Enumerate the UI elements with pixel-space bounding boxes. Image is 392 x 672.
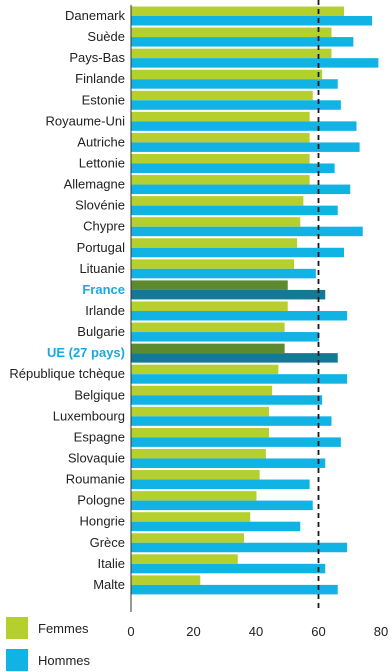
category-label-autriche: Autriche — [77, 134, 125, 149]
legend-swatch-femmes — [6, 617, 28, 639]
category-label-italie: Italie — [98, 556, 125, 571]
bar-femmes-ue-27-pays — [131, 343, 285, 354]
bar-hommes-finlande — [131, 79, 338, 89]
bar-hommes-slovaquie — [131, 458, 326, 468]
bar-femmes-slovaquie — [131, 448, 266, 459]
category-label-france: France — [82, 282, 125, 297]
bar-femmes-suede — [131, 27, 332, 38]
bar-hommes-pays-bas — [131, 58, 379, 68]
category-label-lituanie: Lituanie — [79, 261, 125, 276]
bar-femmes-finlande — [131, 69, 323, 80]
category-label-ue-27-pays: UE (27 pays) — [47, 345, 125, 360]
bar-femmes-malte — [131, 575, 201, 585]
bar-femmes-grece — [131, 533, 244, 543]
bar-femmes-danemark — [131, 6, 344, 16]
bar-femmes-luxembourg — [131, 406, 269, 417]
category-label-irlande: Irlande — [85, 303, 125, 318]
category-label-roumanie: Roumanie — [66, 472, 125, 487]
bar-femmes-hongrie — [131, 512, 251, 522]
category-label-hongrie: Hongrie — [79, 514, 125, 529]
bar-hommes-lituanie — [131, 268, 316, 279]
bar-hommes-belgique — [131, 395, 323, 405]
bars-layer — [131, 6, 379, 595]
bar-femmes-roumanie — [131, 470, 260, 480]
x-tick-label-20: 20 — [186, 624, 200, 639]
category-labels: Danemark Suède Pays-Bas Finlande Estonie Roya… — [9, 8, 125, 592]
bar-femmes-republique-tcheque — [131, 364, 279, 375]
category-label-bulgarie: Bulgarie — [77, 324, 125, 339]
category-label-royaume-uni: Royaume-Uni — [46, 113, 126, 128]
bar-hommes-suede — [131, 37, 354, 47]
bar-femmes-estonie — [131, 90, 313, 101]
bar-femmes-bulgarie — [131, 322, 285, 333]
category-label-portugal: Portugal — [77, 240, 126, 255]
bar-hommes-chypre — [131, 226, 363, 237]
category-label-slovaquie: Slovaquie — [68, 451, 125, 466]
bar-hommes-irlande — [131, 310, 348, 321]
bar-hommes-republique-tcheque — [131, 374, 348, 384]
category-label-espagne: Espagne — [74, 429, 125, 444]
category-label-chypre: Chypre — [83, 219, 125, 234]
bar-hommes-portugal — [131, 247, 344, 258]
legend-label-femmes: Femmes — [38, 620, 89, 636]
bar-hommes-hongrie — [131, 521, 301, 532]
legend-swatch-hommes — [6, 649, 28, 671]
category-label-luxembourg: Luxembourg — [53, 408, 125, 423]
bar-hommes-bulgarie — [131, 332, 319, 342]
bar-hommes-ue-27-pays — [131, 353, 338, 363]
category-label-estonie: Estonie — [82, 92, 125, 107]
bar-femmes-lituanie — [131, 259, 294, 269]
bar-hommes-royaume-uni — [131, 121, 357, 131]
bar-femmes-chypre — [131, 217, 301, 227]
category-label-malte: Malte — [93, 577, 125, 592]
legend-label-hommes: Hommes — [38, 652, 91, 668]
category-label-slovenie: Slovénie — [75, 198, 125, 213]
category-label-suede: Suède — [87, 29, 125, 44]
bar-hommes-luxembourg — [131, 416, 332, 426]
bar-hommes-france — [131, 289, 326, 300]
x-tick-label-0: 0 — [127, 624, 134, 639]
bar-hommes-italie — [131, 563, 326, 574]
bar-femmes-italie — [131, 554, 238, 564]
bar-hommes-lettonie — [131, 163, 335, 173]
category-label-belgique: Belgique — [74, 387, 125, 402]
bar-hommes-malte — [131, 584, 338, 595]
bar-femmes-portugal — [131, 238, 298, 248]
bar-femmes-lettonie — [131, 153, 310, 164]
x-tick-label-80: 80 — [374, 624, 388, 639]
bar-hommes-autriche — [131, 142, 360, 152]
x-tick-label-60: 60 — [311, 624, 325, 639]
category-label-pologne: Pologne — [77, 493, 125, 508]
bar-femmes-belgique — [131, 385, 273, 396]
bar-hommes-slovenie — [131, 205, 338, 216]
category-label-pays-bas: Pays-Bas — [69, 50, 125, 65]
legend-item-femmes: Femmes — [6, 617, 89, 639]
bar-femmes-espagne — [131, 427, 269, 438]
bar-femmes-royaume-uni — [131, 111, 310, 122]
category-label-danemark: Danemark — [65, 8, 125, 23]
bar-hommes-allemagne — [131, 184, 351, 195]
category-label-finlande: Finlande — [75, 71, 125, 86]
bar-hommes-roumanie — [131, 479, 310, 490]
bar-femmes-france — [131, 280, 288, 290]
bar-femmes-autriche — [131, 132, 310, 143]
bar-hommes-espagne — [131, 437, 341, 447]
category-label-republique-tcheque: République tchèque — [9, 366, 125, 381]
bar-femmes-allemagne — [131, 175, 310, 185]
bar-femmes-pologne — [131, 491, 257, 501]
bar-hommes-estonie — [131, 100, 341, 110]
x-tick-label-40: 40 — [249, 624, 263, 639]
category-label-lettonie: Lettonie — [79, 156, 125, 171]
bar-femmes-pays-bas — [131, 48, 332, 59]
bar-hommes-grece — [131, 542, 348, 553]
legend-item-hommes: Hommes — [6, 649, 90, 671]
bar-hommes-pologne — [131, 500, 313, 511]
category-label-allemagne: Allemagne — [64, 177, 125, 192]
bar-femmes-irlande — [131, 301, 288, 311]
x-axis-ticks: 0 20 40 60 80 — [127, 624, 388, 639]
category-label-grece: Grèce — [90, 535, 125, 550]
bar-femmes-slovenie — [131, 196, 304, 206]
bar-hommes-danemark — [131, 16, 373, 26]
